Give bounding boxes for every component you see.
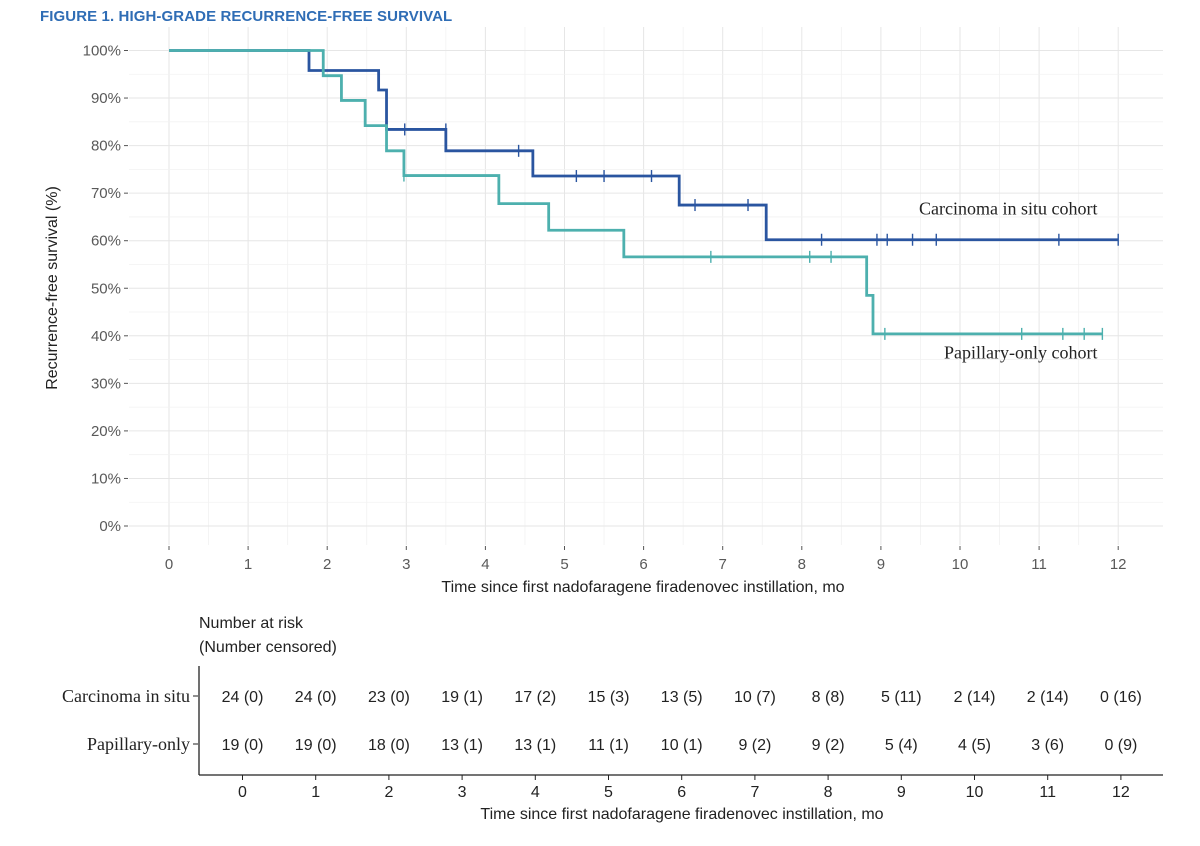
plot-axes: 0%10%20%30%40%50%60%70%80%90%100%0 1 2 3 4 5 6… — [83, 43, 1127, 574]
risk-cell: 10 (7) — [734, 689, 776, 706]
y-tick-label: 10% — [91, 470, 121, 487]
risk-cell: 0 (9) — [1104, 737, 1137, 754]
y-tick-label: 0% — [99, 518, 121, 535]
x-tick-label: 1 — [244, 556, 252, 573]
risk-row-label: Papillary-only — [87, 734, 190, 754]
risk-cell: 13 (1) — [441, 737, 483, 754]
risk-cell: 3 (6) — [1031, 737, 1064, 754]
risk-cell: 15 (3) — [588, 689, 630, 706]
risk-x-tick-label: 4 — [531, 784, 540, 801]
x-tick-label: 2 — [323, 556, 331, 573]
y-tick-label: 40% — [91, 328, 121, 345]
risk-x-tick-label: 0 — [238, 784, 247, 801]
risk-x-tick-label: 6 — [677, 784, 686, 801]
x-tick-label: 8 — [798, 556, 806, 573]
risk-x-tick-label: 5 — [604, 784, 613, 801]
x-axis-title: Time since first nadofaragene firadenove… — [441, 579, 844, 596]
y-tick-label: 100% — [83, 43, 121, 60]
risk-cell: 19 (0) — [222, 737, 264, 754]
y-tick-label: 30% — [91, 375, 121, 392]
plot-grid — [129, 27, 1163, 545]
risk-x-tick-label: 8 — [824, 784, 833, 801]
x-tick-label: 3 — [402, 556, 410, 573]
risk-row-label: Carcinoma in situ — [62, 686, 190, 706]
risk-rows: Carcinoma in situ 24 (0) 24 (0) 23 (0) 19 (1… — [62, 686, 1142, 754]
risk-cell: 24 (0) — [295, 689, 337, 706]
risk-cell: 9 (2) — [738, 737, 771, 754]
risk-x-tick-label: 12 — [1112, 784, 1130, 801]
risk-axis: 0 1 2 3 4 5 6 7 8 9 10 11 12 — [198, 666, 1163, 801]
y-axis-title: Recurrence-free survival (%) — [44, 186, 61, 390]
x-tick-label: 10 — [952, 556, 969, 573]
risk-cell: 19 (1) — [441, 689, 483, 706]
plot-series — [169, 49, 1119, 340]
risk-x-axis-title: Time since first nadofaragene firadenove… — [480, 806, 883, 823]
km-curve-papillary — [169, 49, 1103, 336]
risk-cell: 19 (0) — [295, 737, 337, 754]
x-tick-label: 12 — [1110, 556, 1127, 573]
risk-cell: 5 (4) — [885, 737, 918, 754]
x-tick-label: 9 — [877, 556, 885, 573]
risk-cell: 11 (1) — [588, 737, 629, 754]
risk-cell: 10 (1) — [661, 737, 703, 754]
risk-table: Number at risk (Number censored) Carcino… — [62, 615, 1163, 823]
km-curve-cis — [169, 49, 1119, 242]
risk-cell: 23 (0) — [368, 689, 410, 706]
risk-x-tick-label: 7 — [750, 784, 759, 801]
x-tick-label: 4 — [481, 556, 489, 573]
y-tick-label: 50% — [91, 280, 121, 297]
risk-cell: 9 (2) — [812, 737, 845, 754]
plot-annotations: Carcinoma in situ cohort Papillary-only c… — [919, 199, 1097, 363]
papillary-cohort-label: Papillary-only cohort — [944, 343, 1097, 363]
risk-cell: 5 (11) — [881, 689, 922, 706]
risk-cell: 2 (14) — [1027, 689, 1069, 706]
y-tick-label: 60% — [91, 233, 121, 250]
risk-x-tick-label: 11 — [1039, 784, 1056, 801]
risk-x-tick-label: 9 — [897, 784, 906, 801]
x-tick-label: 0 — [165, 556, 173, 573]
figure-title: FIGURE 1. HIGH-GRADE RECURRENCE-FREE SUR… — [40, 8, 453, 25]
risk-cell: 17 (2) — [514, 689, 556, 706]
y-tick-label: 20% — [91, 423, 121, 440]
cis-cohort-label: Carcinoma in situ cohort — [919, 199, 1097, 219]
risk-x-tick-label: 3 — [458, 784, 467, 801]
x-tick-label: 11 — [1031, 556, 1047, 573]
y-tick-label: 90% — [91, 90, 121, 107]
risk-cell: 4 (5) — [958, 737, 991, 754]
risk-table-header-line1: Number at risk — [199, 615, 304, 632]
risk-table-header-line2: (Number censored) — [199, 639, 337, 656]
risk-cell: 8 (8) — [812, 689, 845, 706]
y-tick-label: 70% — [91, 185, 121, 202]
risk-cell: 13 (5) — [661, 689, 703, 706]
risk-x-tick-label: 10 — [966, 784, 984, 801]
x-tick-label: 6 — [639, 556, 647, 573]
risk-x-tick-label: 2 — [384, 784, 393, 801]
risk-cell: 13 (1) — [514, 737, 556, 754]
risk-x-tick-label: 1 — [311, 784, 320, 801]
risk-cell: 2 (14) — [954, 689, 996, 706]
risk-cell: 0 (16) — [1100, 689, 1142, 706]
x-tick-label: 7 — [719, 556, 727, 573]
risk-cell: 18 (0) — [368, 737, 410, 754]
x-tick-label: 5 — [560, 556, 568, 573]
risk-cell: 24 (0) — [222, 689, 264, 706]
y-tick-label: 80% — [91, 138, 121, 155]
